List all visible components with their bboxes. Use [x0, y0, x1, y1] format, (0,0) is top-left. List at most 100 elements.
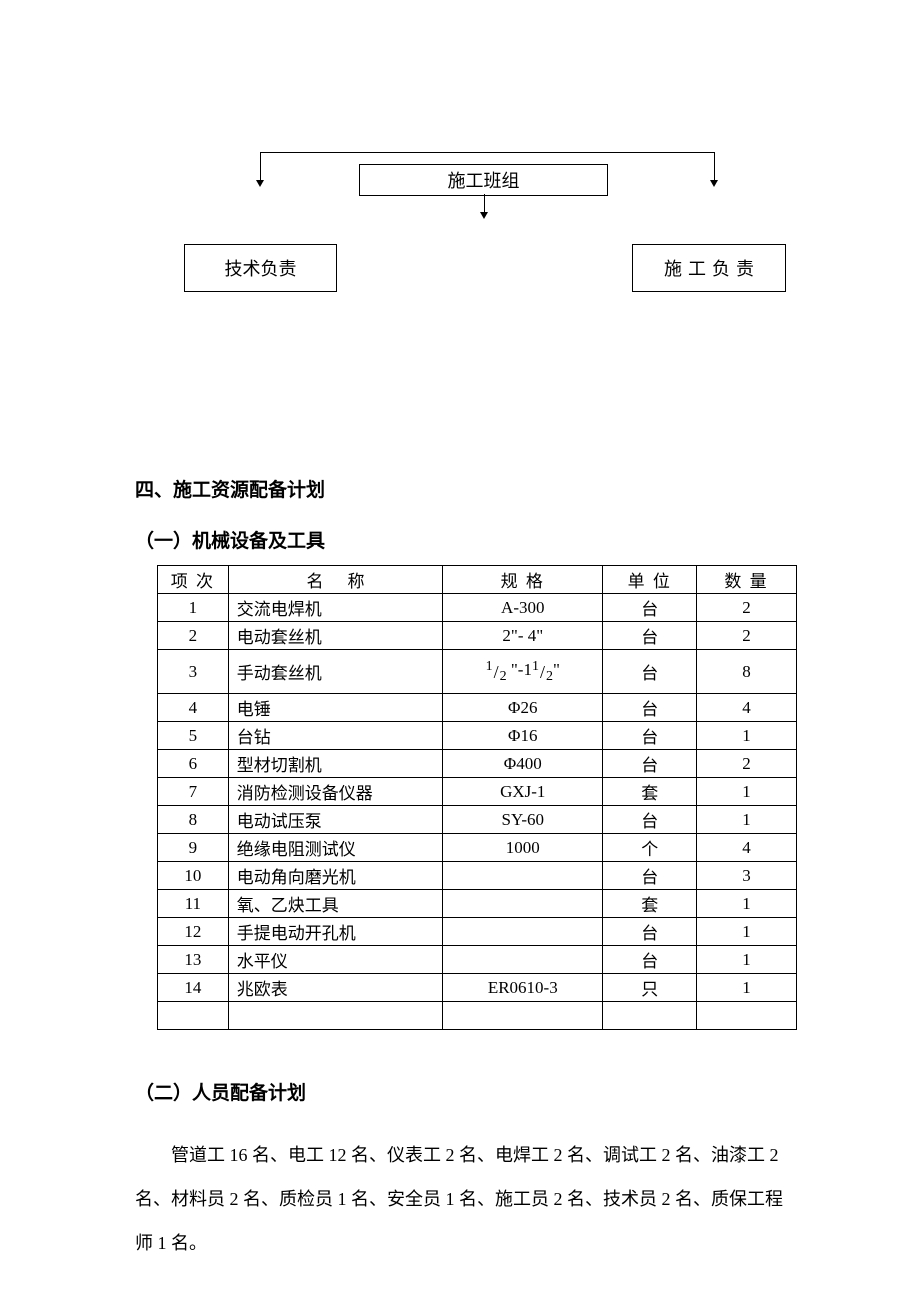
cell-qty: 1: [697, 946, 797, 974]
cell-index: 13: [158, 946, 229, 974]
cell-spec: A-300: [443, 594, 603, 622]
cell-index: 8: [158, 806, 229, 834]
cell-qty: 1: [697, 918, 797, 946]
cell-index: 14: [158, 974, 229, 1002]
cell-name: 水平仪: [228, 946, 442, 974]
arrowhead-icon: [710, 180, 718, 187]
cell-unit: 台: [603, 722, 697, 750]
cell-unit: 个: [603, 834, 697, 862]
table-row: 11氧、乙炔工具套1: [158, 890, 797, 918]
cell-empty: [228, 1002, 442, 1030]
cell-spec: Φ400: [443, 750, 603, 778]
table-row: 10电动角向磨光机台3: [158, 862, 797, 890]
org-diagram: 施工班组 技术负责 施工负责: [0, 140, 920, 340]
cell-spec: GXJ-1: [443, 778, 603, 806]
cell-qty: 1: [697, 806, 797, 834]
table-row: 7消防检测设备仪器GXJ-1套1: [158, 778, 797, 806]
cell-unit: 台: [603, 622, 697, 650]
cell-name: 电动角向磨光机: [228, 862, 442, 890]
cell-name: 电动套丝机: [228, 622, 442, 650]
table-row: 4电锤Φ26台4: [158, 694, 797, 722]
cell-unit: 套: [603, 890, 697, 918]
table-row: 9绝缘电阻测试仪1000个4: [158, 834, 797, 862]
table-row: 8电动试压泵SY-60台1: [158, 806, 797, 834]
cell-unit: 台: [603, 750, 697, 778]
cell-unit: 台: [603, 594, 697, 622]
table-row: 14兆欧表ER0610-3只1: [158, 974, 797, 1002]
cell-spec: [443, 918, 603, 946]
cell-unit: 台: [603, 650, 697, 694]
table-header-row: 项 次 名称 规 格 单 位 数 量: [158, 566, 797, 594]
cell-index: 9: [158, 834, 229, 862]
cell-name: 氧、乙炔工具: [228, 890, 442, 918]
table-row: 3手动套丝机1/2 "-11/2"台8: [158, 650, 797, 694]
table-body: 1交流电焊机A-300台22电动套丝机2"- 4"台23手动套丝机1/2 "-1…: [158, 594, 797, 1030]
cell-unit: 只: [603, 974, 697, 1002]
cell-index: 4: [158, 694, 229, 722]
connector-line: [260, 152, 714, 153]
cell-index: 3: [158, 650, 229, 694]
section-heading: 四、施工资源配备计划: [135, 475, 795, 502]
cell-qty: 1: [697, 778, 797, 806]
cell-index: 1: [158, 594, 229, 622]
table-row-empty: [158, 1002, 797, 1030]
cell-empty: [158, 1002, 229, 1030]
cell-spec: SY-60: [443, 806, 603, 834]
arrowhead-icon: [480, 212, 488, 219]
box-label: 施工负责: [664, 255, 760, 281]
cell-qty: 3: [697, 862, 797, 890]
cell-qty: 2: [697, 622, 797, 650]
cell-unit: 台: [603, 918, 697, 946]
cell-index: 5: [158, 722, 229, 750]
diagram-box-tech: 技术负责: [184, 244, 337, 292]
cell-spec: Φ16: [443, 722, 603, 750]
table-row: 1交流电焊机A-300台2: [158, 594, 797, 622]
cell-name: 消防检测设备仪器: [228, 778, 442, 806]
cell-name: 型材切割机: [228, 750, 442, 778]
cell-name: 交流电焊机: [228, 594, 442, 622]
arrowhead-icon: [256, 180, 264, 187]
cell-name: 兆欧表: [228, 974, 442, 1002]
cell-spec: ER0610-3: [443, 974, 603, 1002]
box-label: 施工班组: [448, 167, 520, 193]
cell-empty: [603, 1002, 697, 1030]
cell-qty: 2: [697, 750, 797, 778]
cell-qty: 8: [697, 650, 797, 694]
table-row: 12手提电动开孔机 台1: [158, 918, 797, 946]
cell-qty: 1: [697, 974, 797, 1002]
cell-index: 12: [158, 918, 229, 946]
subsection-heading: （二）人员配备计划: [135, 1078, 795, 1105]
th-unit: 单 位: [603, 566, 697, 594]
cell-spec: [443, 862, 603, 890]
th-name: 名称: [228, 566, 442, 594]
table-row: 6型材切割机Φ400台2: [158, 750, 797, 778]
cell-qty: 4: [697, 834, 797, 862]
cell-index: 6: [158, 750, 229, 778]
personnel-paragraph: 管道工 16 名、电工 12 名、仪表工 2 名、电焊工 2 名、调试工 2 名…: [135, 1133, 795, 1265]
cell-unit: 套: [603, 778, 697, 806]
cell-name: 手提电动开孔机: [228, 918, 442, 946]
table-row: 2电动套丝机2"- 4"台2: [158, 622, 797, 650]
connector-line: [714, 152, 715, 182]
cell-unit: 台: [603, 694, 697, 722]
cell-unit: 台: [603, 862, 697, 890]
cell-name: 绝缘电阻测试仪: [228, 834, 442, 862]
cell-qty: 4: [697, 694, 797, 722]
cell-index: 11: [158, 890, 229, 918]
cell-name: 台钻: [228, 722, 442, 750]
cell-spec: [443, 946, 603, 974]
diagram-box-team: 施工班组: [359, 164, 608, 196]
diagram-box-construct: 施工负责: [632, 244, 786, 292]
equipment-table: 项 次 名称 规 格 单 位 数 量 1交流电焊机A-300台22电动套丝机2"…: [157, 565, 797, 1030]
cell-unit: 台: [603, 806, 697, 834]
cell-empty: [697, 1002, 797, 1030]
cell-spec: 1/2 "-11/2": [443, 650, 603, 694]
cell-name: 手动套丝机: [228, 650, 442, 694]
box-label: 技术负责: [225, 255, 297, 281]
cell-spec: 1000: [443, 834, 603, 862]
connector-line: [484, 194, 485, 214]
cell-spec: 2"- 4": [443, 622, 603, 650]
cell-unit: 台: [603, 946, 697, 974]
cell-name: 电动试压泵: [228, 806, 442, 834]
th-qty: 数 量: [697, 566, 797, 594]
